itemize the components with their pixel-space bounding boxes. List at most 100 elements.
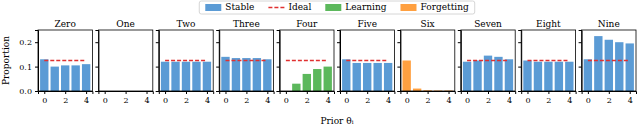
frame	[582, 30, 636, 91]
bar	[534, 62, 542, 91]
bar	[505, 59, 513, 91]
tick-mark	[367, 91, 368, 94]
tick-mark	[65, 91, 66, 94]
legend-label: Ideal	[288, 2, 311, 12]
ideal-line	[225, 60, 267, 61]
tick-label: 4	[567, 96, 572, 105]
axis-line	[458, 31, 462, 92]
tick: 0	[586, 91, 591, 105]
panel: 0240.00.10.2Zero	[19, 19, 93, 105]
panel: 024Nine	[579, 19, 637, 105]
tick: 0	[103, 91, 108, 105]
tick-mark	[277, 42, 280, 43]
tick-label: 2	[546, 96, 551, 105]
tick	[277, 42, 280, 43]
tick	[156, 91, 159, 92]
tick-label: 0	[586, 96, 591, 105]
marks	[584, 36, 634, 91]
tick-label: 4	[446, 96, 451, 105]
bar	[494, 57, 502, 91]
x-axis: 024	[341, 91, 395, 105]
tick-mark	[397, 42, 400, 43]
x-axis: 024	[280, 91, 334, 105]
tick	[216, 42, 219, 43]
tick	[397, 42, 400, 43]
legend-swatch	[268, 7, 284, 8]
tick-label: 4	[144, 96, 149, 105]
tick: 2	[486, 91, 491, 105]
tick	[216, 91, 219, 92]
ideal-line	[467, 60, 509, 61]
tick-label: 0	[103, 96, 108, 105]
tick: 4	[446, 91, 451, 105]
tick: 2	[124, 91, 129, 105]
panel: 024Two	[156, 19, 214, 105]
tick	[95, 67, 98, 68]
tick-label: 0.0	[19, 87, 32, 96]
bar	[402, 61, 410, 92]
tick-mark	[388, 91, 389, 94]
tick-mark	[95, 42, 98, 43]
panel-title: One	[116, 19, 135, 29]
y-axis	[95, 31, 99, 92]
bar	[565, 62, 573, 91]
axis-line	[220, 92, 274, 95]
tick	[216, 67, 219, 68]
axis-line	[579, 31, 583, 92]
tick: 2	[607, 91, 612, 105]
legend-swatch	[205, 4, 221, 11]
legend-item: Learning	[325, 2, 386, 12]
tick-label: 0	[223, 96, 228, 105]
x-axis: 024	[582, 91, 636, 105]
tick-mark	[156, 91, 159, 92]
tick-label: 2	[486, 96, 491, 105]
tick-mark	[207, 91, 208, 94]
tick	[579, 67, 582, 68]
axis-line	[461, 92, 515, 95]
tick: 0	[284, 91, 289, 105]
bar	[544, 62, 552, 91]
tick-label: 0	[465, 96, 470, 105]
tick: 4	[205, 91, 210, 105]
y-axis	[518, 31, 522, 92]
bar	[232, 58, 240, 91]
y-axis	[277, 31, 281, 92]
tick-mark	[337, 67, 340, 68]
marks	[161, 61, 211, 92]
frame	[280, 30, 334, 91]
tick-label: 2	[305, 96, 310, 105]
bar	[555, 62, 563, 91]
y-axis	[337, 31, 341, 92]
panel-title: Seven	[474, 19, 502, 29]
tick-mark	[609, 91, 610, 94]
bar	[221, 57, 229, 91]
tick: 2	[426, 91, 431, 105]
bar	[594, 36, 602, 91]
tick	[458, 42, 461, 43]
y-axis-title: Proportion	[1, 36, 11, 85]
tick-mark	[286, 91, 287, 94]
ideal-line	[44, 60, 86, 61]
bar	[192, 62, 200, 91]
tick-mark	[126, 91, 127, 94]
bar	[463, 62, 471, 91]
tick-mark	[95, 67, 98, 68]
bar	[523, 61, 531, 92]
tick-label: 0	[405, 96, 410, 105]
axis-line	[582, 92, 636, 95]
tick-mark	[165, 91, 166, 94]
bar	[51, 67, 59, 91]
marks	[286, 61, 332, 92]
tick: 0	[525, 91, 530, 105]
panel-title: Two	[177, 19, 196, 29]
tick-label: 4	[265, 96, 270, 105]
bar	[626, 43, 634, 91]
tick: 4	[84, 91, 89, 105]
tick: 0	[223, 91, 228, 105]
tick-label: 4	[84, 96, 89, 105]
tick-label: 2	[365, 96, 370, 105]
figure: 0240.00.10.2Zero024One024Two024Three024F…	[0, 0, 640, 130]
tick-mark	[156, 42, 159, 43]
y-axis	[397, 31, 401, 92]
tick: 2	[365, 91, 370, 105]
